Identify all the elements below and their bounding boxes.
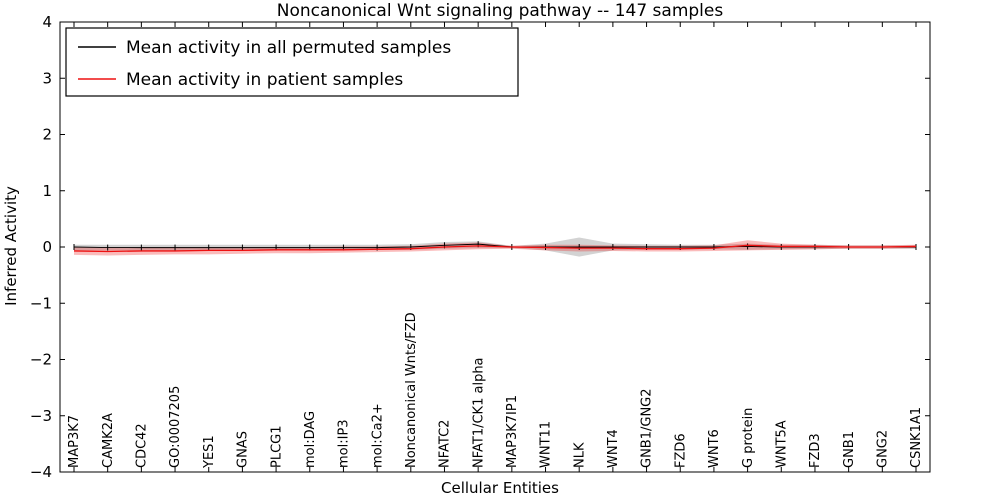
y-axis-label: Inferred Activity: [2, 186, 20, 306]
x-axis-label: Cellular Entities: [441, 479, 559, 497]
y-tick-label: −1: [30, 294, 52, 312]
y-tick-label: 2: [42, 126, 52, 144]
x-tick-label: MAP3K7: [67, 415, 82, 468]
x-tick-label: FZD3: [808, 433, 823, 468]
x-tick-label: mol:IP3: [337, 419, 352, 468]
x-tick-label: WNT11: [539, 421, 554, 468]
x-tick-label: NFAT1/CK1 alpha: [471, 357, 486, 468]
x-tick-label: GNG2: [875, 430, 890, 468]
x-tick-label: mol:DAG: [303, 411, 318, 468]
y-tick-label: 1: [42, 182, 52, 200]
patient-mean-line: [73, 244, 917, 253]
x-tick-label: GNB1/GNG2: [640, 388, 655, 468]
y-tick-label: 0: [42, 238, 52, 256]
legend-label-permuted: Mean activity in all permuted samples: [126, 38, 451, 58]
x-tick-label: mol:Ca2+: [370, 403, 385, 468]
x-tick-label: WNT4: [606, 429, 621, 468]
legend-box: [65, 27, 519, 97]
x-tick-label: MAP3K7IP1: [505, 395, 520, 468]
x-tick-label: WNT5A: [774, 420, 789, 468]
patient-band: [74, 240, 916, 256]
x-tick-label: CDC42: [135, 423, 150, 468]
chart-title: Noncanonical Wnt signaling pathway -- 14…: [277, 1, 724, 21]
y-tick-label: 3: [42, 69, 52, 87]
y-tick-label: 4: [42, 13, 52, 31]
x-tick-label: Noncanonical Wnts/FZD: [404, 312, 419, 468]
y-tick-label: −3: [30, 407, 52, 425]
y-tick-label: −4: [30, 463, 52, 481]
x-tick-label: GNB1: [842, 431, 857, 468]
x-tick-label: WNT6: [707, 429, 722, 468]
plot-area: MAP3K7 CAMK2A CDC42 GO:0007205 YES1 GNAS PLCG1…: [30, 13, 931, 481]
x-tick-label: GNAS: [236, 431, 251, 468]
x-tick-label: NLK: [572, 442, 587, 468]
y-tick-label: −2: [30, 351, 52, 369]
x-tick-label: YES1: [202, 435, 217, 469]
legend: Mean activity in all permuted samples Me…: [65, 27, 519, 97]
x-tick-label: CSNK1A1: [909, 407, 924, 468]
x-tick-label: G protein: [741, 408, 756, 468]
x-tick-label: CAMK2A: [101, 413, 116, 468]
x-tick-label: PLCG1: [269, 425, 284, 468]
x-tick-label: FZD6: [673, 433, 688, 468]
permuted-mean-line: [73, 243, 916, 249]
x-tick-label: NFATC2: [438, 420, 453, 468]
x-tick-label: GO:0007205: [168, 386, 183, 468]
legend-label-patient: Mean activity in patient samples: [126, 70, 403, 90]
